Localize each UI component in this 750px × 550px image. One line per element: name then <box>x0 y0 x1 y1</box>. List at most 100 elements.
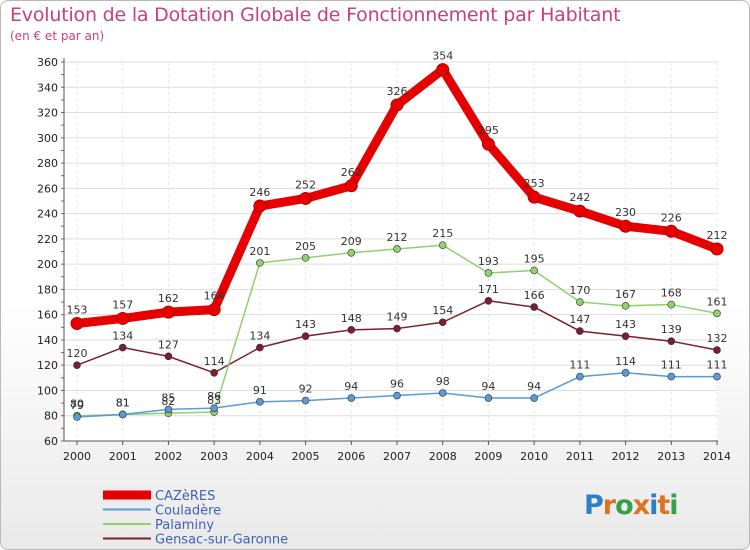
y-tick-label: 320 <box>37 107 58 120</box>
data-label: 326 <box>387 85 408 98</box>
data-label: 81 <box>116 396 130 409</box>
data-label: 80 <box>70 398 84 411</box>
logo-letter: t <box>657 490 670 521</box>
chart-subtitle: (en € et par an) <box>10 29 105 43</box>
x-tick-label: 2007 <box>383 450 411 463</box>
data-point <box>393 324 401 333</box>
data-point <box>301 254 310 262</box>
x-tick-label: 2013 <box>657 450 685 463</box>
data-label: 161 <box>707 295 728 308</box>
data-label: 166 <box>524 289 545 302</box>
legend-label: Gensac-sur-Garonne <box>155 533 288 548</box>
data-label: 262 <box>341 166 362 179</box>
y-tick-label: 260 <box>37 182 58 195</box>
data-point <box>621 368 630 377</box>
data-label: 139 <box>661 323 682 336</box>
data-point <box>207 303 221 317</box>
data-label: 253 <box>524 177 545 190</box>
legend-label: Palaminy <box>155 518 214 533</box>
data-label: 111 <box>707 359 728 372</box>
data-point <box>713 309 721 318</box>
data-label: 86 <box>207 390 221 403</box>
data-point <box>210 404 218 412</box>
data-point <box>713 372 721 381</box>
data-point <box>301 396 310 405</box>
data-label: 215 <box>432 227 453 240</box>
data-label: 193 <box>478 255 499 268</box>
data-label: 226 <box>661 211 682 224</box>
data-label: 79 <box>70 399 84 412</box>
data-label: 134 <box>249 330 270 343</box>
data-point <box>301 332 310 340</box>
x-tick-label: 2001 <box>109 450 137 463</box>
data-label: 114 <box>615 355 636 368</box>
data-point <box>164 352 173 361</box>
data-label: 153 <box>67 304 88 317</box>
data-point <box>710 242 724 256</box>
data-point <box>393 391 401 400</box>
data-label: 143 <box>295 318 316 331</box>
data-label: 171 <box>478 283 499 296</box>
data-point <box>481 137 495 151</box>
y-tick-label: 220 <box>37 233 58 246</box>
data-label: 120 <box>67 347 88 360</box>
data-label: 85 <box>161 391 175 404</box>
logo-letter: x <box>632 490 650 521</box>
data-label: 94 <box>527 380 541 393</box>
data-label: 252 <box>295 178 316 191</box>
data-point <box>161 305 175 319</box>
data-label: 92 <box>299 383 313 396</box>
logo-letter: i <box>649 490 658 521</box>
data-label: 98 <box>436 375 450 388</box>
y-tick-label: 280 <box>37 157 58 170</box>
data-point <box>530 303 538 311</box>
data-label: 162 <box>158 292 179 305</box>
data-point <box>576 372 584 381</box>
data-point <box>667 337 676 345</box>
data-label: 164 <box>204 290 225 303</box>
data-point <box>393 245 401 253</box>
data-label: 205 <box>295 240 316 253</box>
data-point <box>484 296 493 305</box>
data-point <box>664 224 678 238</box>
data-point <box>390 98 404 112</box>
data-point <box>527 190 541 204</box>
data-point <box>347 326 356 334</box>
data-label: 96 <box>390 378 404 391</box>
data-label: 209 <box>341 235 362 248</box>
data-point <box>621 302 630 310</box>
y-tick-label: 180 <box>37 283 58 296</box>
data-label: 82 <box>161 395 175 408</box>
data-point <box>484 394 493 402</box>
data-label: 143 <box>615 318 636 331</box>
y-tick-label: 120 <box>37 359 58 372</box>
data-label: 168 <box>661 287 682 300</box>
data-point <box>118 343 127 352</box>
data-label: 354 <box>432 50 453 63</box>
data-point <box>70 317 84 331</box>
x-tick-label: 2009 <box>474 450 502 463</box>
data-label: 157 <box>112 298 133 311</box>
x-tick-label: 2006 <box>337 450 365 463</box>
data-point <box>619 219 633 233</box>
x-tick-label: 2011 <box>566 450 594 463</box>
data-label: 242 <box>569 191 590 204</box>
data-point <box>256 398 264 406</box>
data-point <box>73 413 81 421</box>
data-point <box>576 298 584 306</box>
data-point <box>667 372 676 381</box>
data-label: 111 <box>661 359 682 372</box>
logo-letter: r <box>602 490 616 521</box>
x-tick-label: 2010 <box>520 450 548 463</box>
data-point <box>667 300 676 309</box>
data-point <box>256 343 264 352</box>
data-point <box>438 241 447 249</box>
data-point <box>347 394 356 402</box>
data-label: 114 <box>204 355 225 368</box>
data-label: 147 <box>569 313 590 326</box>
data-point <box>576 327 584 335</box>
x-tick-label: 2002 <box>154 450 182 463</box>
y-tick-label: 80 <box>44 410 58 423</box>
data-point <box>118 410 127 419</box>
